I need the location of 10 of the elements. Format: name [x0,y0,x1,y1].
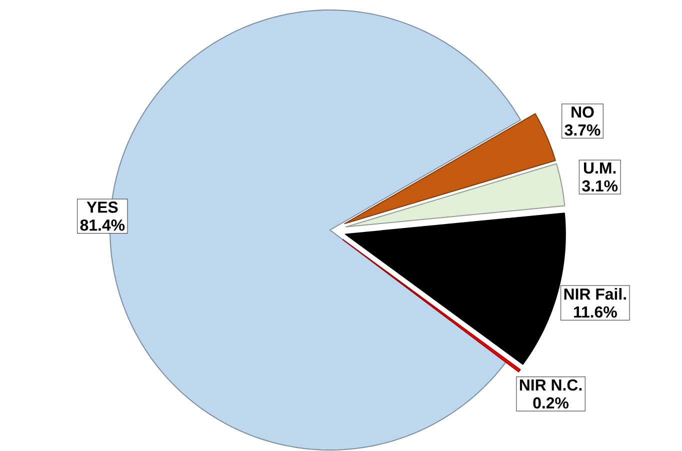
slice-label: NIR Fail. [564,288,626,300]
data-label: 3.7% [564,124,600,136]
data-label: 3.1% [582,180,618,192]
slice-label: YES [86,202,118,213]
data-label: 0.2% [533,397,569,409]
slice-label: NIR N.C. [520,379,582,391]
slice-label: NO [572,106,594,118]
data-label: 81.4% [80,219,125,231]
slice-label: U.M. [584,162,616,174]
data-label: 11.6% [574,306,617,318]
